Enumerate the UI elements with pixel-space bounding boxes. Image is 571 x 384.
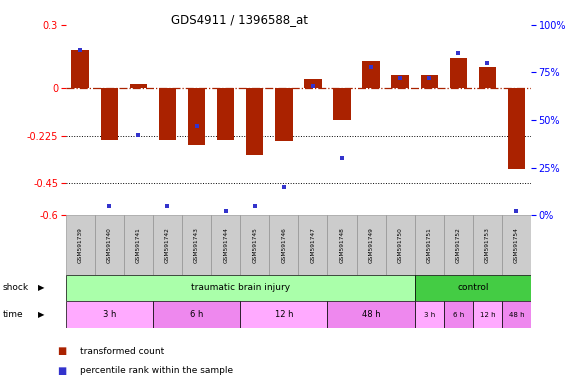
- Bar: [449, 58, 467, 88]
- Text: GSM591747: GSM591747: [311, 227, 315, 263]
- Bar: [304, 79, 321, 88]
- Point: [163, 202, 172, 209]
- Text: GSM591754: GSM591754: [514, 227, 519, 263]
- Point: [367, 64, 376, 70]
- Bar: [327, 301, 415, 328]
- Text: 3 h: 3 h: [103, 310, 116, 319]
- Point: [425, 75, 434, 81]
- Text: time: time: [3, 310, 23, 319]
- Bar: [124, 215, 153, 275]
- Point: [104, 202, 114, 209]
- Point: [134, 132, 143, 138]
- Point: [279, 184, 288, 190]
- Text: GSM591748: GSM591748: [340, 227, 344, 263]
- Bar: [66, 301, 153, 328]
- Bar: [415, 215, 444, 275]
- Bar: [385, 215, 415, 275]
- Text: percentile rank within the sample: percentile rank within the sample: [80, 366, 233, 375]
- Bar: [508, 88, 525, 169]
- Bar: [71, 50, 89, 88]
- Bar: [420, 74, 438, 88]
- Bar: [298, 215, 327, 275]
- Text: GSM591744: GSM591744: [223, 227, 228, 263]
- Bar: [415, 275, 531, 301]
- Point: [221, 208, 230, 214]
- Bar: [502, 301, 531, 328]
- Bar: [270, 215, 298, 275]
- Bar: [473, 301, 502, 328]
- Text: transformed count: transformed count: [80, 347, 164, 356]
- Bar: [130, 84, 147, 88]
- Text: ▶: ▶: [38, 310, 45, 319]
- Bar: [275, 88, 292, 141]
- Point: [75, 46, 85, 53]
- Text: ■: ■: [57, 346, 66, 356]
- Bar: [415, 301, 444, 328]
- Text: ■: ■: [57, 366, 66, 376]
- Bar: [444, 301, 473, 328]
- Text: 12 h: 12 h: [275, 310, 293, 319]
- Bar: [240, 215, 270, 275]
- Bar: [217, 88, 234, 140]
- Bar: [153, 301, 240, 328]
- Text: 3 h: 3 h: [424, 312, 435, 318]
- Bar: [502, 215, 531, 275]
- Bar: [363, 61, 380, 88]
- Text: GSM591753: GSM591753: [485, 227, 490, 263]
- Bar: [95, 215, 124, 275]
- Text: GSM591739: GSM591739: [78, 227, 83, 263]
- Bar: [159, 88, 176, 140]
- Bar: [444, 215, 473, 275]
- Text: GSM591752: GSM591752: [456, 227, 461, 263]
- Bar: [391, 74, 409, 88]
- Text: GSM591751: GSM591751: [427, 227, 432, 263]
- Bar: [211, 215, 240, 275]
- Bar: [188, 88, 206, 146]
- Text: 12 h: 12 h: [480, 312, 495, 318]
- Text: 48 h: 48 h: [362, 310, 380, 319]
- Text: control: control: [457, 283, 489, 293]
- Bar: [333, 88, 351, 120]
- Bar: [100, 88, 118, 140]
- Text: 6 h: 6 h: [190, 310, 203, 319]
- Bar: [327, 215, 356, 275]
- Point: [396, 75, 405, 81]
- Text: GSM591749: GSM591749: [368, 227, 373, 263]
- Bar: [66, 275, 415, 301]
- Text: traumatic brain injury: traumatic brain injury: [191, 283, 289, 293]
- Text: GSM591750: GSM591750: [397, 227, 403, 263]
- Bar: [356, 215, 385, 275]
- Bar: [478, 67, 496, 88]
- Bar: [246, 88, 263, 155]
- Bar: [66, 215, 95, 275]
- Point: [512, 208, 521, 214]
- Point: [308, 83, 317, 89]
- Text: ▶: ▶: [38, 283, 45, 293]
- Text: GSM591745: GSM591745: [252, 227, 257, 263]
- Bar: [240, 301, 327, 328]
- Point: [250, 202, 259, 209]
- Text: GSM591742: GSM591742: [165, 227, 170, 263]
- Point: [337, 155, 347, 161]
- Text: GDS4911 / 1396588_at: GDS4911 / 1396588_at: [171, 13, 308, 26]
- Text: shock: shock: [3, 283, 29, 293]
- Bar: [473, 215, 502, 275]
- Text: GSM591743: GSM591743: [194, 227, 199, 263]
- Text: 48 h: 48 h: [509, 312, 524, 318]
- Text: GSM591741: GSM591741: [136, 227, 141, 263]
- Point: [192, 122, 201, 129]
- Bar: [153, 215, 182, 275]
- Text: GSM591746: GSM591746: [282, 227, 286, 263]
- Text: 6 h: 6 h: [453, 312, 464, 318]
- Bar: [182, 215, 211, 275]
- Point: [454, 50, 463, 56]
- Point: [483, 60, 492, 66]
- Text: GSM591740: GSM591740: [107, 227, 112, 263]
